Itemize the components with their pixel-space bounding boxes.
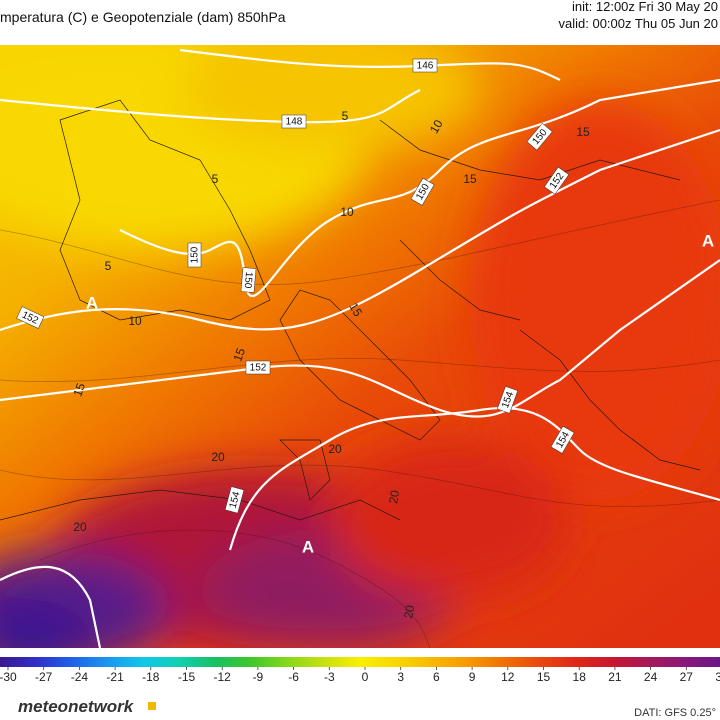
contour-label: 152	[16, 306, 45, 329]
contour-value: 150	[242, 271, 254, 289]
colorbar-label: -6	[288, 670, 299, 684]
isotherm-value: 20	[73, 520, 87, 534]
isotherm-value: 15	[346, 300, 365, 319]
colorbar-label: 12	[501, 670, 515, 684]
contour-label: 146	[412, 58, 438, 73]
colorbar-scale	[0, 657, 720, 667]
colorbar-label: -24	[71, 670, 89, 684]
isotherm-value: 5	[212, 172, 219, 186]
temperature-labels: 5 5 5 10 10 10 15 15 15 15 15 20 20 20 2…	[70, 109, 590, 619]
contour-value: 150	[190, 246, 201, 263]
colorbar-label: 18	[573, 670, 587, 684]
temperature-shading	[0, 45, 720, 648]
data-source: DATI: GFS 0.25°	[634, 707, 716, 719]
isotherm-value: 10	[128, 314, 142, 328]
high-marker: A	[702, 231, 714, 250]
logo-dot	[148, 702, 156, 710]
contour-value: 154	[228, 490, 243, 509]
contour-label: 148	[281, 114, 307, 129]
isotherm-value: 20	[401, 604, 417, 620]
contour-value: 148	[286, 117, 303, 128]
isotherm-value: 20	[386, 489, 402, 505]
valid-time: valid: 00:00z Thu 05 Jun 20	[559, 16, 719, 31]
colorbar-label: 24	[644, 670, 658, 684]
colorbar-label: -9	[253, 670, 264, 684]
contour-label: 154	[496, 386, 519, 414]
init-time: init: 12:00z Fri 30 May 20	[572, 0, 718, 14]
high-marker: A	[302, 537, 314, 556]
contour-label: 150	[240, 267, 257, 293]
colorbar: -30 -27 -24 -21 -18 -15 -12 -9 -6 -3 0 3 6 9 12 15 18 21 2…	[0, 657, 720, 684]
isotherm-value: 15	[463, 172, 477, 186]
isotherm-value: 20	[211, 450, 225, 464]
isotherm-value: 5	[342, 109, 349, 123]
isotherm-value: 15	[576, 125, 590, 139]
contour-label: 152	[245, 360, 271, 375]
colorbar-label: -27	[35, 670, 53, 684]
colorbar-label: 0	[362, 670, 369, 684]
colorbar-label: 15	[537, 670, 551, 684]
geopotential-contours	[0, 48, 720, 648]
contour-label: 150	[187, 242, 202, 268]
colorbar-label: -12	[214, 670, 232, 684]
high-pressure-markers: A A A	[86, 231, 714, 556]
high-marker: A	[86, 293, 98, 312]
isotherm-value: 10	[340, 205, 354, 219]
colorbar-label: -21	[106, 670, 124, 684]
colorbar-label: 27	[680, 670, 694, 684]
colorbar-label: -30	[0, 670, 17, 684]
map-area: 146 148 150 150 150 150 152 152 152 154 …	[0, 45, 720, 648]
colorbar-label: 9	[469, 670, 476, 684]
logo: meteonetwork	[18, 697, 156, 716]
colorbar-label: 30	[715, 670, 720, 684]
colorbar-label: -18	[142, 670, 160, 684]
contour-value: 152	[250, 363, 267, 374]
coastlines	[0, 99, 701, 521]
isotherm-value: 20	[328, 442, 342, 456]
isotherm-value: 15	[230, 346, 248, 364]
colorbar-label: -3	[324, 670, 335, 684]
logo-text: meteonetwork	[18, 697, 135, 716]
isotherm-value: 10	[427, 117, 446, 136]
contour-label: 154	[224, 486, 245, 514]
colorbar-label: 6	[433, 670, 440, 684]
colorbar-label: 3	[397, 670, 404, 684]
isotherm-value: 5	[105, 259, 112, 273]
isotherm-value: 15	[70, 381, 88, 399]
map-title: mperatura (C) e Geopotenziale (dam) 850h…	[0, 9, 286, 25]
contour-value: 146	[417, 61, 434, 72]
colorbar-label: 21	[608, 670, 622, 684]
colorbar-label: -15	[178, 670, 196, 684]
